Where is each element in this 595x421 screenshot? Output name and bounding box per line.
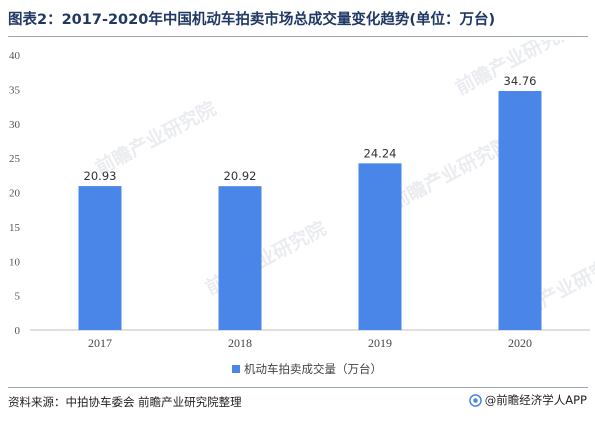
data-label: 20.92 (224, 169, 257, 183)
x-tick-label: 2017 (88, 336, 112, 350)
bar (78, 186, 122, 330)
watermark-text: 前瞻产业研究院 (387, 132, 515, 215)
x-tick-label: 2019 (368, 336, 392, 350)
data-label: 34.76 (504, 74, 537, 88)
bar (358, 163, 402, 330)
x-tick-label: 2020 (508, 336, 532, 350)
y-tick-label: 0 (15, 325, 21, 337)
data-label: 20.93 (84, 169, 117, 183)
y-tick-label: 15 (9, 222, 21, 234)
y-tick-label: 25 (9, 153, 21, 165)
source-note: 资料来源：中拍协车委会 前瞻产业研究院整理 (8, 395, 242, 409)
y-tick-label: 35 (9, 84, 21, 96)
chart-title: 图表2：2017-2020年中国机动车拍卖市场总成交量变化趋势(单位：万台) (8, 12, 496, 28)
bar (498, 91, 542, 331)
y-tick-label: 40 (9, 50, 21, 62)
y-tick-label: 10 (9, 256, 21, 268)
bar (218, 186, 262, 330)
y-tick-label: 20 (9, 188, 21, 200)
x-tick-label: 2018 (228, 336, 252, 350)
brand-mark: @前瞻经济学人APP (468, 392, 587, 408)
source-divider (8, 387, 588, 388)
y-tick-label: 30 (9, 119, 21, 131)
legend-label: 机动车拍卖成交量（万台） (244, 362, 382, 376)
title-divider (8, 36, 588, 37)
brand-label: @前瞻经济学人APP (484, 393, 587, 407)
y-tick-label: 5 (15, 291, 21, 303)
brand-logo-icon (468, 393, 482, 407)
watermark-text: 前瞻产业研究院 (92, 97, 220, 180)
data-label: 24.24 (364, 146, 397, 160)
legend-swatch (232, 365, 240, 373)
watermark-text: 前瞻产业研究院 (452, 40, 580, 99)
